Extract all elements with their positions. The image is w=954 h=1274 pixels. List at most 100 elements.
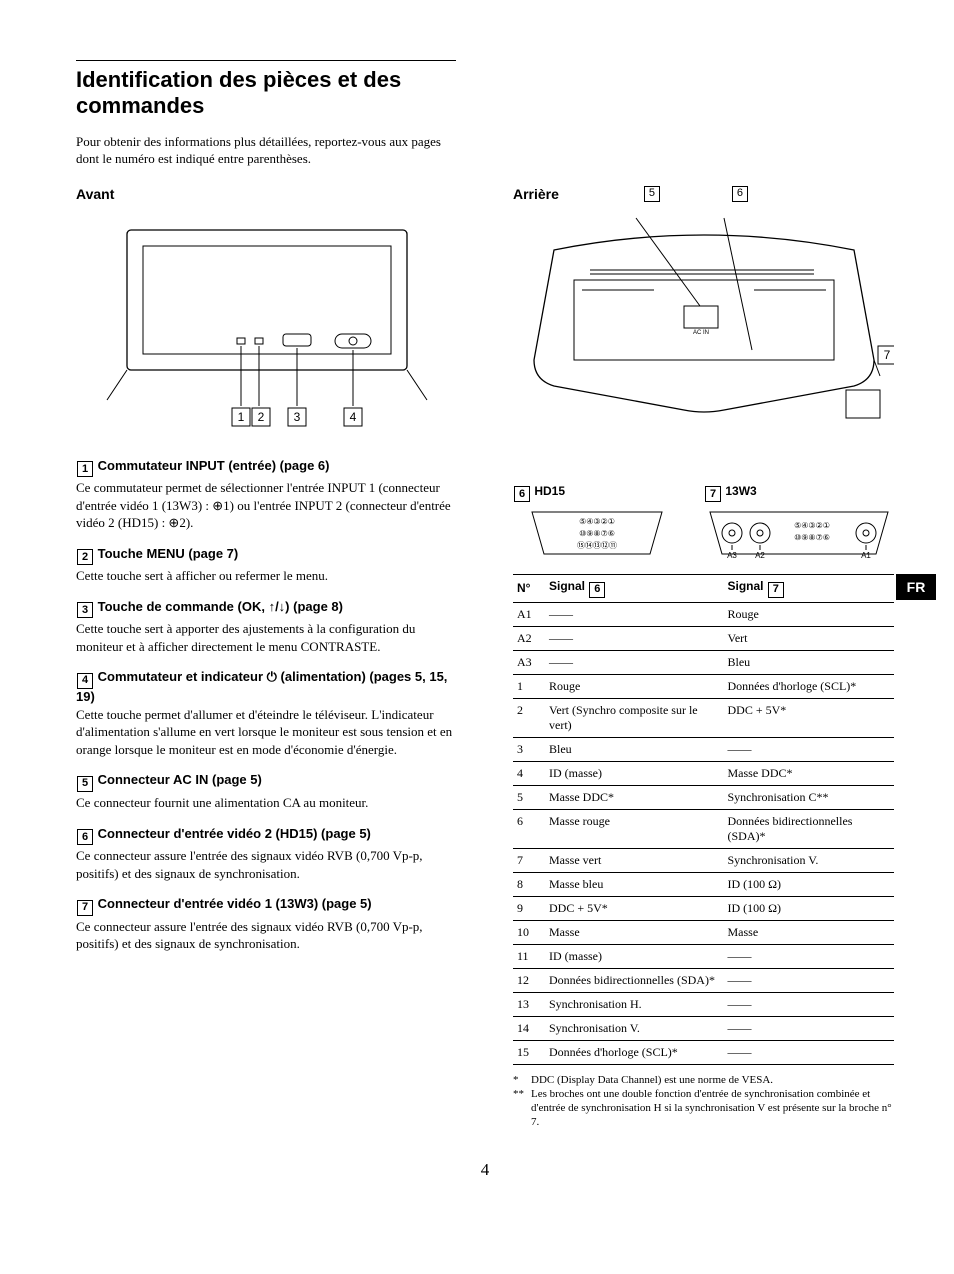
svg-text:2: 2 xyxy=(257,410,264,424)
cell-sig7: Synchronisation V. xyxy=(723,848,894,872)
cell-sig6: ID (masse) xyxy=(545,944,723,968)
item-num-box: 6 xyxy=(77,829,93,845)
cell-num: 13 xyxy=(513,992,545,1016)
footnote: **Les broches ont une double fonction d'… xyxy=(513,1087,894,1130)
cell-sig6: Synchronisation H. xyxy=(545,992,723,1016)
pin-ref-7: 7 xyxy=(705,486,721,502)
th-num: N° xyxy=(513,575,545,603)
item-title: 4 Commutateur et indicateur ⏻ (alimentat… xyxy=(76,669,457,704)
table-row: 3Bleu—— xyxy=(513,737,894,761)
hd15-pinout: ⑤④③②① ⑩⑨⑧⑦⑥ ⑮⑭⑬⑫⑪ xyxy=(513,506,680,560)
table-row: 7Masse vertSynchronisation V. xyxy=(513,848,894,872)
cell-num: 1 xyxy=(513,674,545,698)
cell-sig7: —— xyxy=(723,1016,894,1040)
cell-num: 5 xyxy=(513,785,545,809)
cell-num: A2 xyxy=(513,626,545,650)
cell-sig7: Vert xyxy=(723,626,894,650)
table-row: 4ID (masse)Masse DDC* xyxy=(513,761,894,785)
svg-text:A2: A2 xyxy=(755,551,765,560)
footnote: *DDC (Display Data Channel) est une norm… xyxy=(513,1073,894,1087)
cell-sig6: —— xyxy=(545,650,723,674)
item-num-box: 7 xyxy=(77,900,93,916)
left-column: Avant 1 2 3 xyxy=(76,186,457,1130)
svg-text:⑩⑨⑧⑦⑥: ⑩⑨⑧⑦⑥ xyxy=(794,533,830,542)
cell-sig7: —— xyxy=(723,737,894,761)
cell-sig6: Vert (Synchro composite sur le vert) xyxy=(545,698,723,737)
item-title: 3 Touche de commande (OK, ↑/↓) (page 8) xyxy=(76,599,457,619)
table-row: 14Synchronisation V.—— xyxy=(513,1016,894,1040)
rear-diagram: AC IN 7 xyxy=(513,210,894,460)
item-title: 1 Commutateur INPUT (entrée) (page 6) xyxy=(76,458,457,478)
item-num-box: 5 xyxy=(77,776,93,792)
table-row: A1——Rouge xyxy=(513,602,894,626)
cell-sig7: ID (100 Ω) xyxy=(723,872,894,896)
item-body: Cette touche sert à afficher ou refermer… xyxy=(76,567,457,585)
svg-text:AC IN: AC IN xyxy=(692,330,708,336)
pin-diagrams: 6 HD15 ⑤④③②① ⑩⑨⑧⑦⑥ ⑮⑭⑬⑫⑪ 7 xyxy=(513,484,894,561)
table-row: 8Masse bleuID (100 Ω) xyxy=(513,872,894,896)
cell-num: 14 xyxy=(513,1016,545,1040)
cell-num: 2 xyxy=(513,698,545,737)
cell-sig6: Masse rouge xyxy=(545,809,723,848)
cell-num: 15 xyxy=(513,1040,545,1064)
svg-text:A3: A3 xyxy=(727,551,737,560)
cell-num: 10 xyxy=(513,920,545,944)
front-diagram: 1 2 3 4 xyxy=(76,210,457,440)
rear-label: Arrière xyxy=(513,186,559,202)
svg-text:1: 1 xyxy=(237,410,244,424)
svg-text:4: 4 xyxy=(349,410,356,424)
cell-sig7: Masse DDC* xyxy=(723,761,894,785)
svg-text:3: 3 xyxy=(293,410,300,424)
item-body: Ce connecteur assure l'entrée des signau… xyxy=(76,918,457,953)
footnotes: *DDC (Display Data Channel) est une norm… xyxy=(513,1073,894,1130)
cell-sig7: Données d'horloge (SCL)* xyxy=(723,674,894,698)
item-body: Ce connecteur fournit une alimentation C… xyxy=(76,794,457,812)
table-row: 10MasseMasse xyxy=(513,920,894,944)
page-title: Identification des pièces et des command… xyxy=(76,67,456,120)
signal-table: N° Signal 6 Signal 7 A1——RougeA2——VertA3… xyxy=(513,574,894,1065)
cell-sig6: Rouge xyxy=(545,674,723,698)
item-4: 4 Commutateur et indicateur ⏻ (alimentat… xyxy=(76,669,457,758)
cell-sig7: Synchronisation C** xyxy=(723,785,894,809)
cell-sig6: Données bidirectionnelles (SDA)* xyxy=(545,968,723,992)
page-number: 4 xyxy=(76,1160,894,1180)
table-row: 1RougeDonnées d'horloge (SCL)* xyxy=(513,674,894,698)
cell-sig7: ID (100 Ω) xyxy=(723,896,894,920)
cell-num: 6 xyxy=(513,809,545,848)
table-row: 13Synchronisation H.—— xyxy=(513,992,894,1016)
table-row: 2Vert (Synchro composite sur le vert)DDC… xyxy=(513,698,894,737)
cell-sig6: ID (masse) xyxy=(545,761,723,785)
item-body: Ce connecteur assure l'entrée des signau… xyxy=(76,847,457,882)
cell-sig6: Masse vert xyxy=(545,848,723,872)
item-body: Ce commutateur permet de sélectionner l'… xyxy=(76,479,457,532)
pin-label-hd15: HD15 xyxy=(534,484,565,498)
svg-text:A1: A1 xyxy=(861,551,871,560)
cell-num: 4 xyxy=(513,761,545,785)
cell-num: A3 xyxy=(513,650,545,674)
table-row: 12Données bidirectionnelles (SDA)*—— xyxy=(513,968,894,992)
cell-sig7: DDC + 5V* xyxy=(723,698,894,737)
cell-sig7: Rouge xyxy=(723,602,894,626)
svg-text:⑮⑭⑬⑫⑪: ⑮⑭⑬⑫⑪ xyxy=(577,541,617,550)
cell-num: 11 xyxy=(513,944,545,968)
rear-callout-6: 6 xyxy=(732,186,748,202)
svg-text:⑩⑨⑧⑦⑥: ⑩⑨⑧⑦⑥ xyxy=(579,529,615,538)
item-2: 2 Touche MENU (page 7)Cette touche sert … xyxy=(76,546,457,585)
cell-sig6: Bleu xyxy=(545,737,723,761)
item-1: 1 Commutateur INPUT (entrée) (page 6)Ce … xyxy=(76,458,457,532)
cell-sig6: —— xyxy=(545,626,723,650)
cell-sig6: Masse xyxy=(545,920,723,944)
th-sig6: Signal 6 xyxy=(545,575,723,603)
cell-sig6: —— xyxy=(545,602,723,626)
item-7: 7 Connecteur d'entrée vidéo 1 (13W3) (pa… xyxy=(76,896,457,953)
pin-label-13w3: 13W3 xyxy=(725,484,756,498)
heading-rule xyxy=(76,60,456,61)
item-6: 6 Connecteur d'entrée vidéo 2 (HD15) (pa… xyxy=(76,826,457,883)
cell-num: 12 xyxy=(513,968,545,992)
item-num-box: 3 xyxy=(77,602,93,618)
cell-num: 9 xyxy=(513,896,545,920)
item-title: 7 Connecteur d'entrée vidéo 1 (13W3) (pa… xyxy=(76,896,457,916)
table-row: 5Masse DDC*Synchronisation C** xyxy=(513,785,894,809)
table-row: 15Données d'horloge (SCL)*—— xyxy=(513,1040,894,1064)
item-title: 2 Touche MENU (page 7) xyxy=(76,546,457,566)
